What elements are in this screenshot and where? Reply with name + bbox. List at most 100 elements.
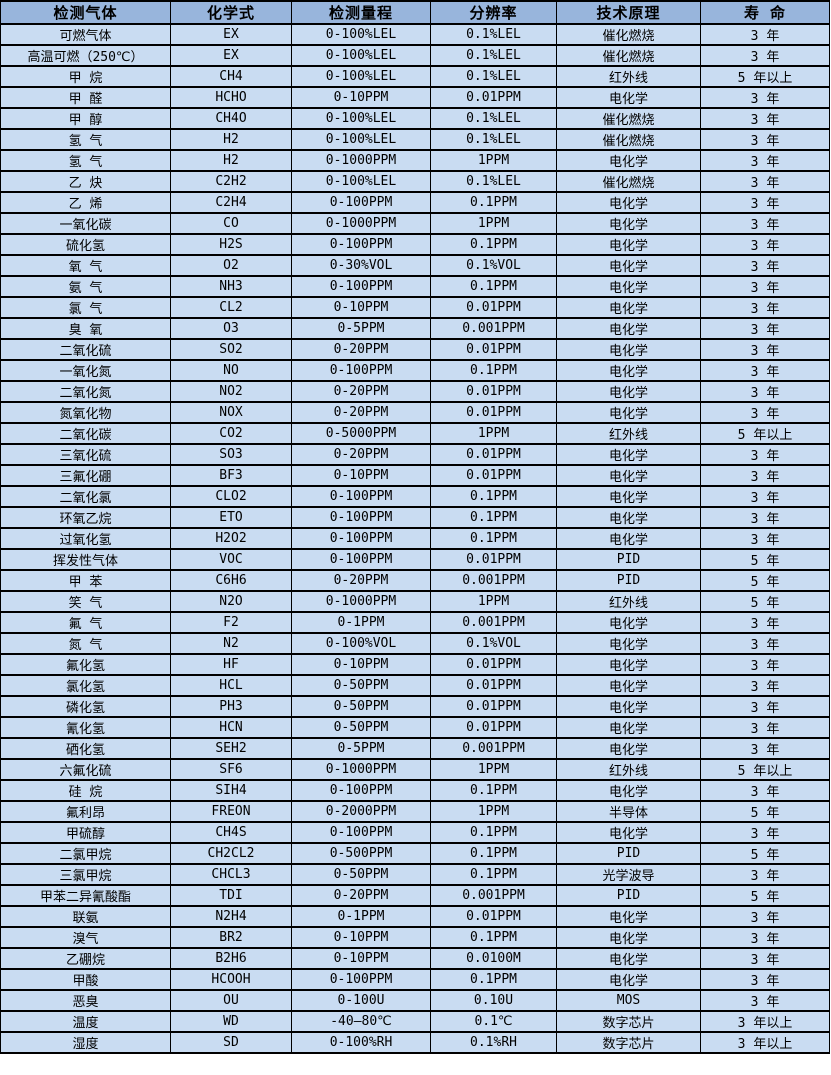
cell-formula: SD <box>170 1031 292 1054</box>
cell-resolution: 0.01PPM <box>430 296 557 319</box>
cell-principle: 催化燃烧 <box>556 128 701 151</box>
table-row: 二氧化氯 CLO2 0-100PPM 0.1PPM 电化学 3 年 <box>0 485 830 508</box>
cell-lifespan: 3 年 <box>700 506 830 529</box>
cell-formula: H2O2 <box>170 527 292 550</box>
cell-formula: H2 <box>170 149 292 172</box>
cell-range: 0-5PPM <box>291 317 431 340</box>
cell-lifespan: 3 年 <box>700 947 830 970</box>
cell-range: 0-100PPM <box>291 548 431 571</box>
cell-range: 0-20PPM <box>291 338 431 361</box>
cell-resolution: 0.1PPM <box>430 842 557 865</box>
table-row: 氮 气 N2 0-100%VOL 0.1%VOL 电化学 3 年 <box>0 632 830 655</box>
cell-range: 0-30%VOL <box>291 254 431 277</box>
cell-formula: C6H6 <box>170 569 292 592</box>
cell-formula: CO2 <box>170 422 292 445</box>
cell-resolution: 1PPM <box>430 800 557 823</box>
table-row: 六氟化硫 SF6 0-1000PPM 1PPM 红外线 5 年以上 <box>0 758 830 781</box>
cell-resolution: 0.01PPM <box>430 695 557 718</box>
table-row: 氟化氢 HF 0-10PPM 0.01PPM 电化学 3 年 <box>0 653 830 676</box>
cell-principle: 电化学 <box>556 737 701 760</box>
table-row: 磷化氢 PH3 0-50PPM 0.01PPM 电化学 3 年 <box>0 695 830 718</box>
table-row: 过氧化氢 H2O2 0-100PPM 0.1PPM 电化学 3 年 <box>0 527 830 550</box>
cell-gas-name: 溴气 <box>0 926 171 949</box>
cell-formula: H2 <box>170 128 292 151</box>
cell-formula: SIH4 <box>170 779 292 802</box>
cell-lifespan: 3 年 <box>700 905 830 928</box>
cell-range: 0-5000PPM <box>291 422 431 445</box>
cell-formula: CH4O <box>170 107 292 130</box>
cell-range: 0-100PPM <box>291 821 431 844</box>
cell-principle: 电化学 <box>556 338 701 361</box>
table-header-row: 检测气体 化学式 检测量程 分辨率 技术原理 寿 命 <box>0 0 830 25</box>
cell-lifespan: 3 年 <box>700 380 830 403</box>
cell-lifespan: 3 年 <box>700 338 830 361</box>
cell-lifespan: 3 年 <box>700 695 830 718</box>
cell-resolution: 0.1PPM <box>430 527 557 550</box>
cell-range: 0-20PPM <box>291 884 431 907</box>
cell-range: 0-20PPM <box>291 401 431 424</box>
cell-resolution: 0.001PPM <box>430 737 557 760</box>
cell-principle: 电化学 <box>556 380 701 403</box>
cell-resolution: 0.001PPM <box>430 884 557 907</box>
cell-gas-name: 湿度 <box>0 1031 171 1054</box>
column-header-formula: 化学式 <box>170 0 292 25</box>
cell-formula: CH4S <box>170 821 292 844</box>
cell-resolution: 0.1PPM <box>430 485 557 508</box>
table-row: 氟利昂 FREON 0-2000PPM 1PPM 半导体 5 年 <box>0 800 830 823</box>
cell-formula: SO3 <box>170 443 292 466</box>
cell-gas-name: 乙 烯 <box>0 191 171 214</box>
cell-lifespan: 3 年 <box>700 401 830 424</box>
cell-gas-name: 可燃气体 <box>0 23 171 46</box>
cell-range: 0-100U <box>291 989 431 1012</box>
cell-range: 0-100PPM <box>291 233 431 256</box>
table-row: 湿度 SD 0-100%RH 0.1%RH 数字芯片 3 年以上 <box>0 1031 830 1054</box>
cell-principle: 电化学 <box>556 86 701 109</box>
cell-formula: O2 <box>170 254 292 277</box>
cell-resolution: 0.01PPM <box>430 548 557 571</box>
cell-range: 0-500PPM <box>291 842 431 865</box>
table-body: 可燃气体 EX 0-100%LEL 0.1%LEL 催化燃烧 3 年高温可燃（250℃） E… <box>0 23 830 1054</box>
cell-resolution: 0.0100M <box>430 947 557 970</box>
cell-principle: 电化学 <box>556 695 701 718</box>
table-row: 氯 气 CL2 0-10PPM 0.01PPM 电化学 3 年 <box>0 296 830 319</box>
cell-gas-name: 高温可燃（250℃） <box>0 44 171 67</box>
cell-lifespan: 5 年 <box>700 842 830 865</box>
cell-gas-name: 氯 气 <box>0 296 171 319</box>
cell-formula: EX <box>170 23 292 46</box>
cell-gas-name: 氨 气 <box>0 275 171 298</box>
cell-lifespan: 3 年 <box>700 737 830 760</box>
cell-resolution: 0.1%LEL <box>430 23 557 46</box>
cell-principle: MOS <box>556 989 701 1012</box>
cell-lifespan: 3 年 <box>700 170 830 193</box>
table-row: 甲 醇 CH4O 0-100%LEL 0.1%LEL 催化燃烧 3 年 <box>0 107 830 130</box>
table-row: 甲 苯 C6H6 0-20PPM 0.001PPM PID 5 年 <box>0 569 830 592</box>
cell-formula: BF3 <box>170 464 292 487</box>
cell-principle: 红外线 <box>556 590 701 613</box>
cell-principle: 电化学 <box>556 212 701 235</box>
cell-resolution: 0.01PPM <box>430 380 557 403</box>
table-row: 氢 气 H2 0-100%LEL 0.1%LEL 催化燃烧 3 年 <box>0 128 830 151</box>
cell-principle: 电化学 <box>556 443 701 466</box>
cell-gas-name: 挥发性气体 <box>0 548 171 571</box>
cell-principle: 电化学 <box>556 905 701 928</box>
cell-lifespan: 3 年 <box>700 86 830 109</box>
cell-gas-name: 氢 气 <box>0 128 171 151</box>
cell-formula: SO2 <box>170 338 292 361</box>
cell-gas-name: 氟化氢 <box>0 653 171 676</box>
cell-gas-name: 三氧化硫 <box>0 443 171 466</box>
cell-lifespan: 3 年 <box>700 212 830 235</box>
table-row: 三氟化硼 BF3 0-10PPM 0.01PPM 电化学 3 年 <box>0 464 830 487</box>
cell-principle: PID <box>556 842 701 865</box>
cell-lifespan: 3 年 <box>700 23 830 46</box>
cell-resolution: 0.10U <box>430 989 557 1012</box>
cell-lifespan: 3 年 <box>700 674 830 697</box>
cell-formula: FREON <box>170 800 292 823</box>
cell-principle: 电化学 <box>556 926 701 949</box>
cell-formula: SEH2 <box>170 737 292 760</box>
table-row: 乙 烯 C2H4 0-100PPM 0.1PPM 电化学 3 年 <box>0 191 830 214</box>
cell-range: 0-5PPM <box>291 737 431 760</box>
cell-range: 0-1PPM <box>291 611 431 634</box>
cell-gas-name: 氮氧化物 <box>0 401 171 424</box>
table-row: 甲酸 HCOOH 0-100PPM 0.1PPM 电化学 3 年 <box>0 968 830 991</box>
cell-formula: HCN <box>170 716 292 739</box>
